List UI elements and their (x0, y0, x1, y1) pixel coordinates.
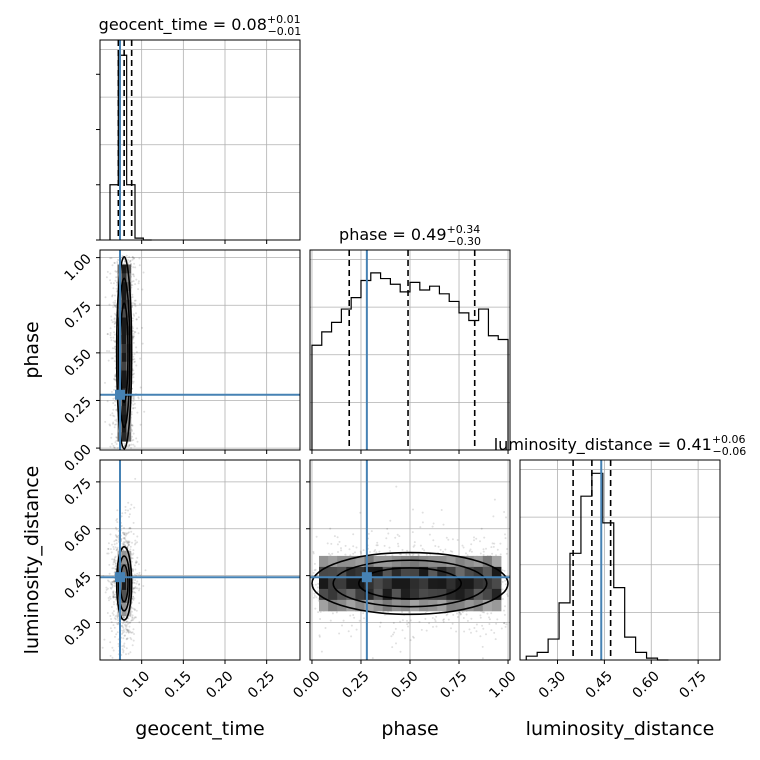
geocent_time_hist-frame (99, 39, 301, 241)
phase-ytick-label-1: 0.25 (61, 394, 94, 427)
phase-xtick-label-3: 0.75 (437, 668, 470, 701)
luminosity_distance_vs_phase-contour-2 (357, 567, 462, 600)
luminosity_distance-ytick-label-0: 0.30 (61, 616, 94, 649)
geocent_time-xtick-label-0: 0.10 (120, 668, 153, 701)
geocent_time-xtick-label-3: 0.25 (245, 668, 278, 701)
luminosity_distance_vs_phase-truth-marker (361, 572, 372, 583)
phase-ylabel: phase (21, 321, 43, 378)
phase_vs_geocent_time-truth-marker (115, 389, 125, 400)
geocent_time_hist-bg (100, 40, 300, 240)
luminosity_distance-ylabel: luminosity_distance (21, 466, 43, 655)
phase-xlabel: phase (381, 718, 438, 740)
luminosity_distance_hist-frame (519, 459, 721, 661)
luminosity_distance-xtick-label-0: 0.30 (536, 668, 569, 701)
luminosity_distance_vs_geocent_time-contour-1 (117, 555, 131, 612)
luminosity_distance-xtick-label-2: 0.60 (630, 668, 663, 701)
luminosity_distance_hist-bg (520, 460, 720, 660)
phase-xtick-label-1: 0.25 (339, 668, 372, 701)
phase-ytick-label-3: 0.75 (61, 299, 94, 332)
luminosity_distance-xlabel: luminosity_distance (526, 718, 715, 740)
phase-ytick-label-4: 1.00 (61, 251, 94, 284)
phase-ytick-label-0: 0.00 (61, 442, 94, 475)
geocent_time-xlabel: geocent_time (135, 718, 264, 740)
phase_vs_geocent_time-contour-0 (115, 256, 133, 450)
phase-ytick-label-2: 0.50 (61, 346, 94, 379)
luminosity_distance_vs_phase-density (319, 555, 502, 612)
luminosity_distance_vs_geocent_time-frame (99, 459, 301, 661)
luminosity_distance_hist-title: luminosity_distance = 0.41+0.06 −0.06 (494, 433, 747, 458)
phase-xtick-label-4: 1.00 (486, 668, 519, 701)
luminosity_distance_vs_phase-contour-0 (311, 551, 509, 616)
luminosity_distance-xtick-label-1: 0.45 (583, 668, 616, 701)
luminosity_distance-ytick-label-1: 0.45 (61, 569, 94, 602)
luminosity_distance_vs_phase-contour-1 (332, 559, 488, 608)
luminosity_distance-xtick-label-3: 0.75 (676, 668, 709, 701)
luminosity_distance_vs_geocent_time-contour-0 (115, 546, 133, 621)
luminosity_distance_vs_geocent_time-truth-marker (115, 572, 125, 583)
phase-xtick-label-2: 0.50 (388, 668, 421, 701)
phase_vs_geocent_time-contour-1 (117, 277, 131, 429)
geocent_time-xtick-label-1: 0.15 (162, 668, 195, 701)
phase-xtick-label-0: 0.00 (290, 668, 323, 701)
phase_hist-title: phase = 0.49+0.34 −0.30 (339, 223, 481, 248)
phase_hist-step (311, 272, 509, 450)
geocent_time-xtick-label-2: 0.20 (203, 668, 236, 701)
geocent_time_hist-step (109, 54, 152, 241)
geocent_time_hist-title: geocent_time = 0.08+0.01 −0.01 (99, 13, 302, 38)
luminosity_distance-ytick-label-3: 0.75 (61, 475, 94, 508)
phase_vs_geocent_time-frame (99, 249, 301, 451)
luminosity_distance-ytick-label-2: 0.60 (61, 522, 94, 555)
